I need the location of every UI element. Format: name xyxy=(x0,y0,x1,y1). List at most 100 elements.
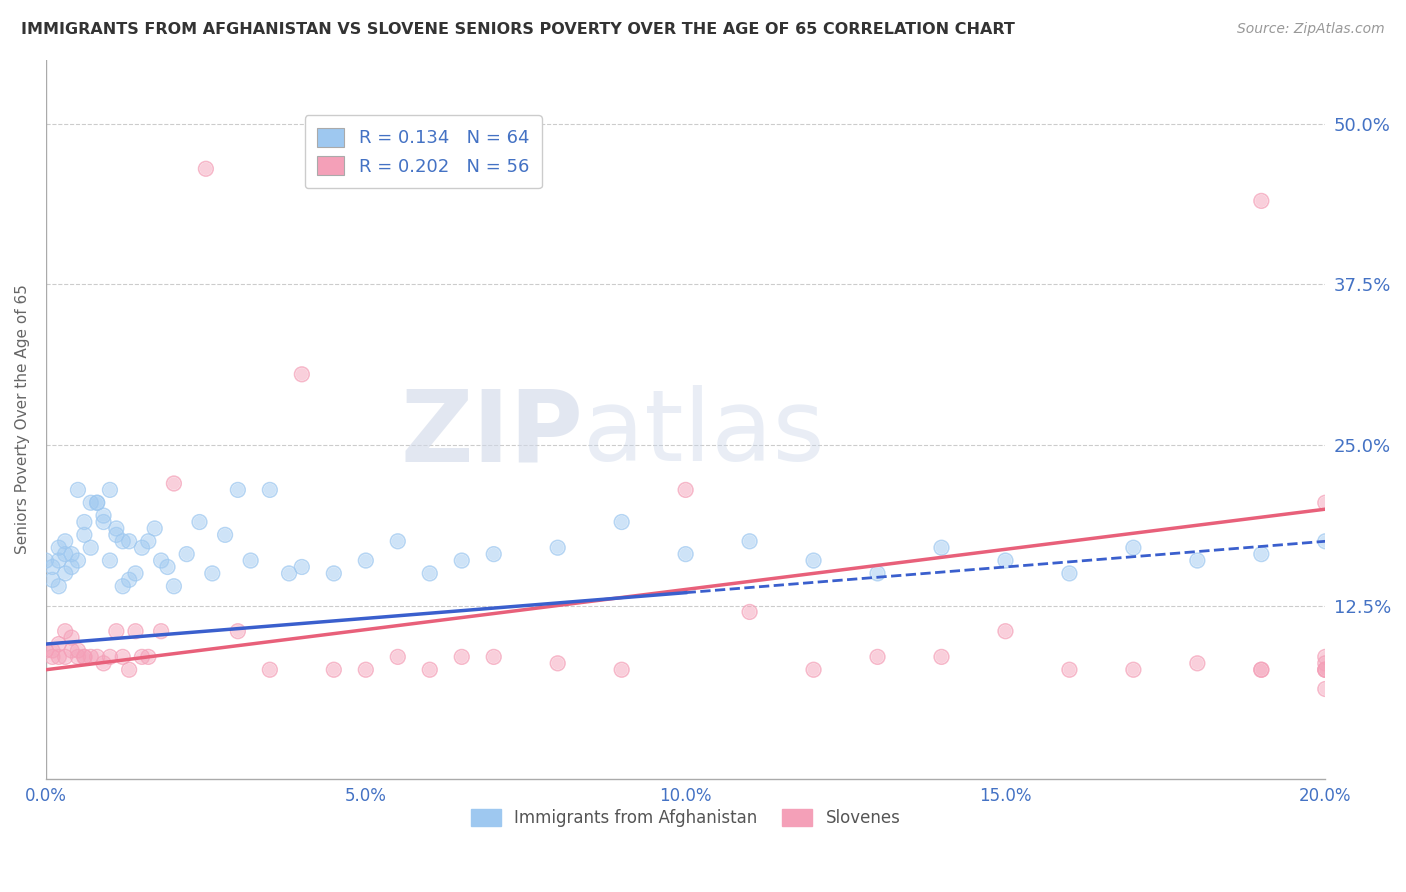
Point xyxy=(111,534,134,549)
Point xyxy=(994,553,1017,567)
Point xyxy=(1059,566,1081,581)
Point xyxy=(118,534,141,549)
Point xyxy=(994,624,1017,639)
Point xyxy=(131,541,153,555)
Point xyxy=(419,566,441,581)
Point xyxy=(80,541,103,555)
Point xyxy=(105,521,128,535)
Point xyxy=(163,579,186,593)
Point xyxy=(1187,657,1209,671)
Point xyxy=(136,649,159,664)
Point xyxy=(675,547,697,561)
Point xyxy=(53,534,76,549)
Point xyxy=(93,657,115,671)
Point xyxy=(214,528,236,542)
Point xyxy=(73,528,96,542)
Point xyxy=(1122,663,1144,677)
Point xyxy=(53,547,76,561)
Point xyxy=(48,553,70,567)
Point xyxy=(86,496,108,510)
Point xyxy=(176,547,198,561)
Point xyxy=(387,649,409,664)
Y-axis label: Seniors Poverty Over the Age of 65: Seniors Poverty Over the Age of 65 xyxy=(15,285,30,554)
Point xyxy=(387,534,409,549)
Point xyxy=(610,663,633,677)
Point xyxy=(176,547,198,561)
Point xyxy=(73,515,96,529)
Point xyxy=(803,553,825,567)
Point xyxy=(48,649,70,664)
Text: ZIP: ZIP xyxy=(401,385,583,483)
Point xyxy=(80,496,103,510)
Point xyxy=(738,534,761,549)
Point xyxy=(354,663,377,677)
Point xyxy=(124,566,146,581)
Point xyxy=(675,483,697,497)
Point xyxy=(226,624,249,639)
Point xyxy=(1122,541,1144,555)
Point xyxy=(214,528,236,542)
Point xyxy=(1187,657,1209,671)
Point xyxy=(41,643,63,657)
Point xyxy=(136,534,159,549)
Point xyxy=(278,566,301,581)
Point xyxy=(118,573,141,587)
Point xyxy=(419,663,441,677)
Point xyxy=(201,566,224,581)
Point xyxy=(41,573,63,587)
Point xyxy=(226,483,249,497)
Point xyxy=(111,579,134,593)
Point xyxy=(98,649,121,664)
Point xyxy=(675,547,697,561)
Point xyxy=(291,560,314,574)
Point xyxy=(35,643,58,657)
Point xyxy=(1315,496,1337,510)
Point xyxy=(86,496,108,510)
Point xyxy=(93,657,115,671)
Point xyxy=(1122,541,1144,555)
Point xyxy=(259,663,281,677)
Point xyxy=(60,560,83,574)
Point xyxy=(931,649,953,664)
Point xyxy=(259,483,281,497)
Point xyxy=(354,663,377,677)
Point xyxy=(239,553,262,567)
Point xyxy=(1315,657,1337,671)
Point xyxy=(1250,194,1272,208)
Point xyxy=(866,566,889,581)
Point xyxy=(41,649,63,664)
Point xyxy=(150,553,173,567)
Point xyxy=(80,496,103,510)
Point xyxy=(738,534,761,549)
Point xyxy=(419,566,441,581)
Point xyxy=(48,637,70,651)
Point xyxy=(136,534,159,549)
Point xyxy=(93,515,115,529)
Point xyxy=(48,541,70,555)
Legend: Immigrants from Afghanistan, Slovenes: Immigrants from Afghanistan, Slovenes xyxy=(463,800,908,835)
Point xyxy=(610,515,633,529)
Point xyxy=(1250,663,1272,677)
Point xyxy=(450,553,472,567)
Point xyxy=(111,649,134,664)
Point xyxy=(124,624,146,639)
Point xyxy=(482,547,505,561)
Point xyxy=(866,566,889,581)
Point xyxy=(547,657,569,671)
Point xyxy=(118,663,141,677)
Point xyxy=(803,553,825,567)
Point xyxy=(66,483,89,497)
Point xyxy=(143,521,166,535)
Point xyxy=(80,541,103,555)
Point xyxy=(1059,663,1081,677)
Point xyxy=(322,566,344,581)
Point xyxy=(1315,663,1337,677)
Point xyxy=(150,624,173,639)
Point xyxy=(131,649,153,664)
Point xyxy=(60,560,83,574)
Point xyxy=(118,534,141,549)
Point xyxy=(387,534,409,549)
Point xyxy=(188,515,211,529)
Point xyxy=(994,553,1017,567)
Point xyxy=(1250,547,1272,561)
